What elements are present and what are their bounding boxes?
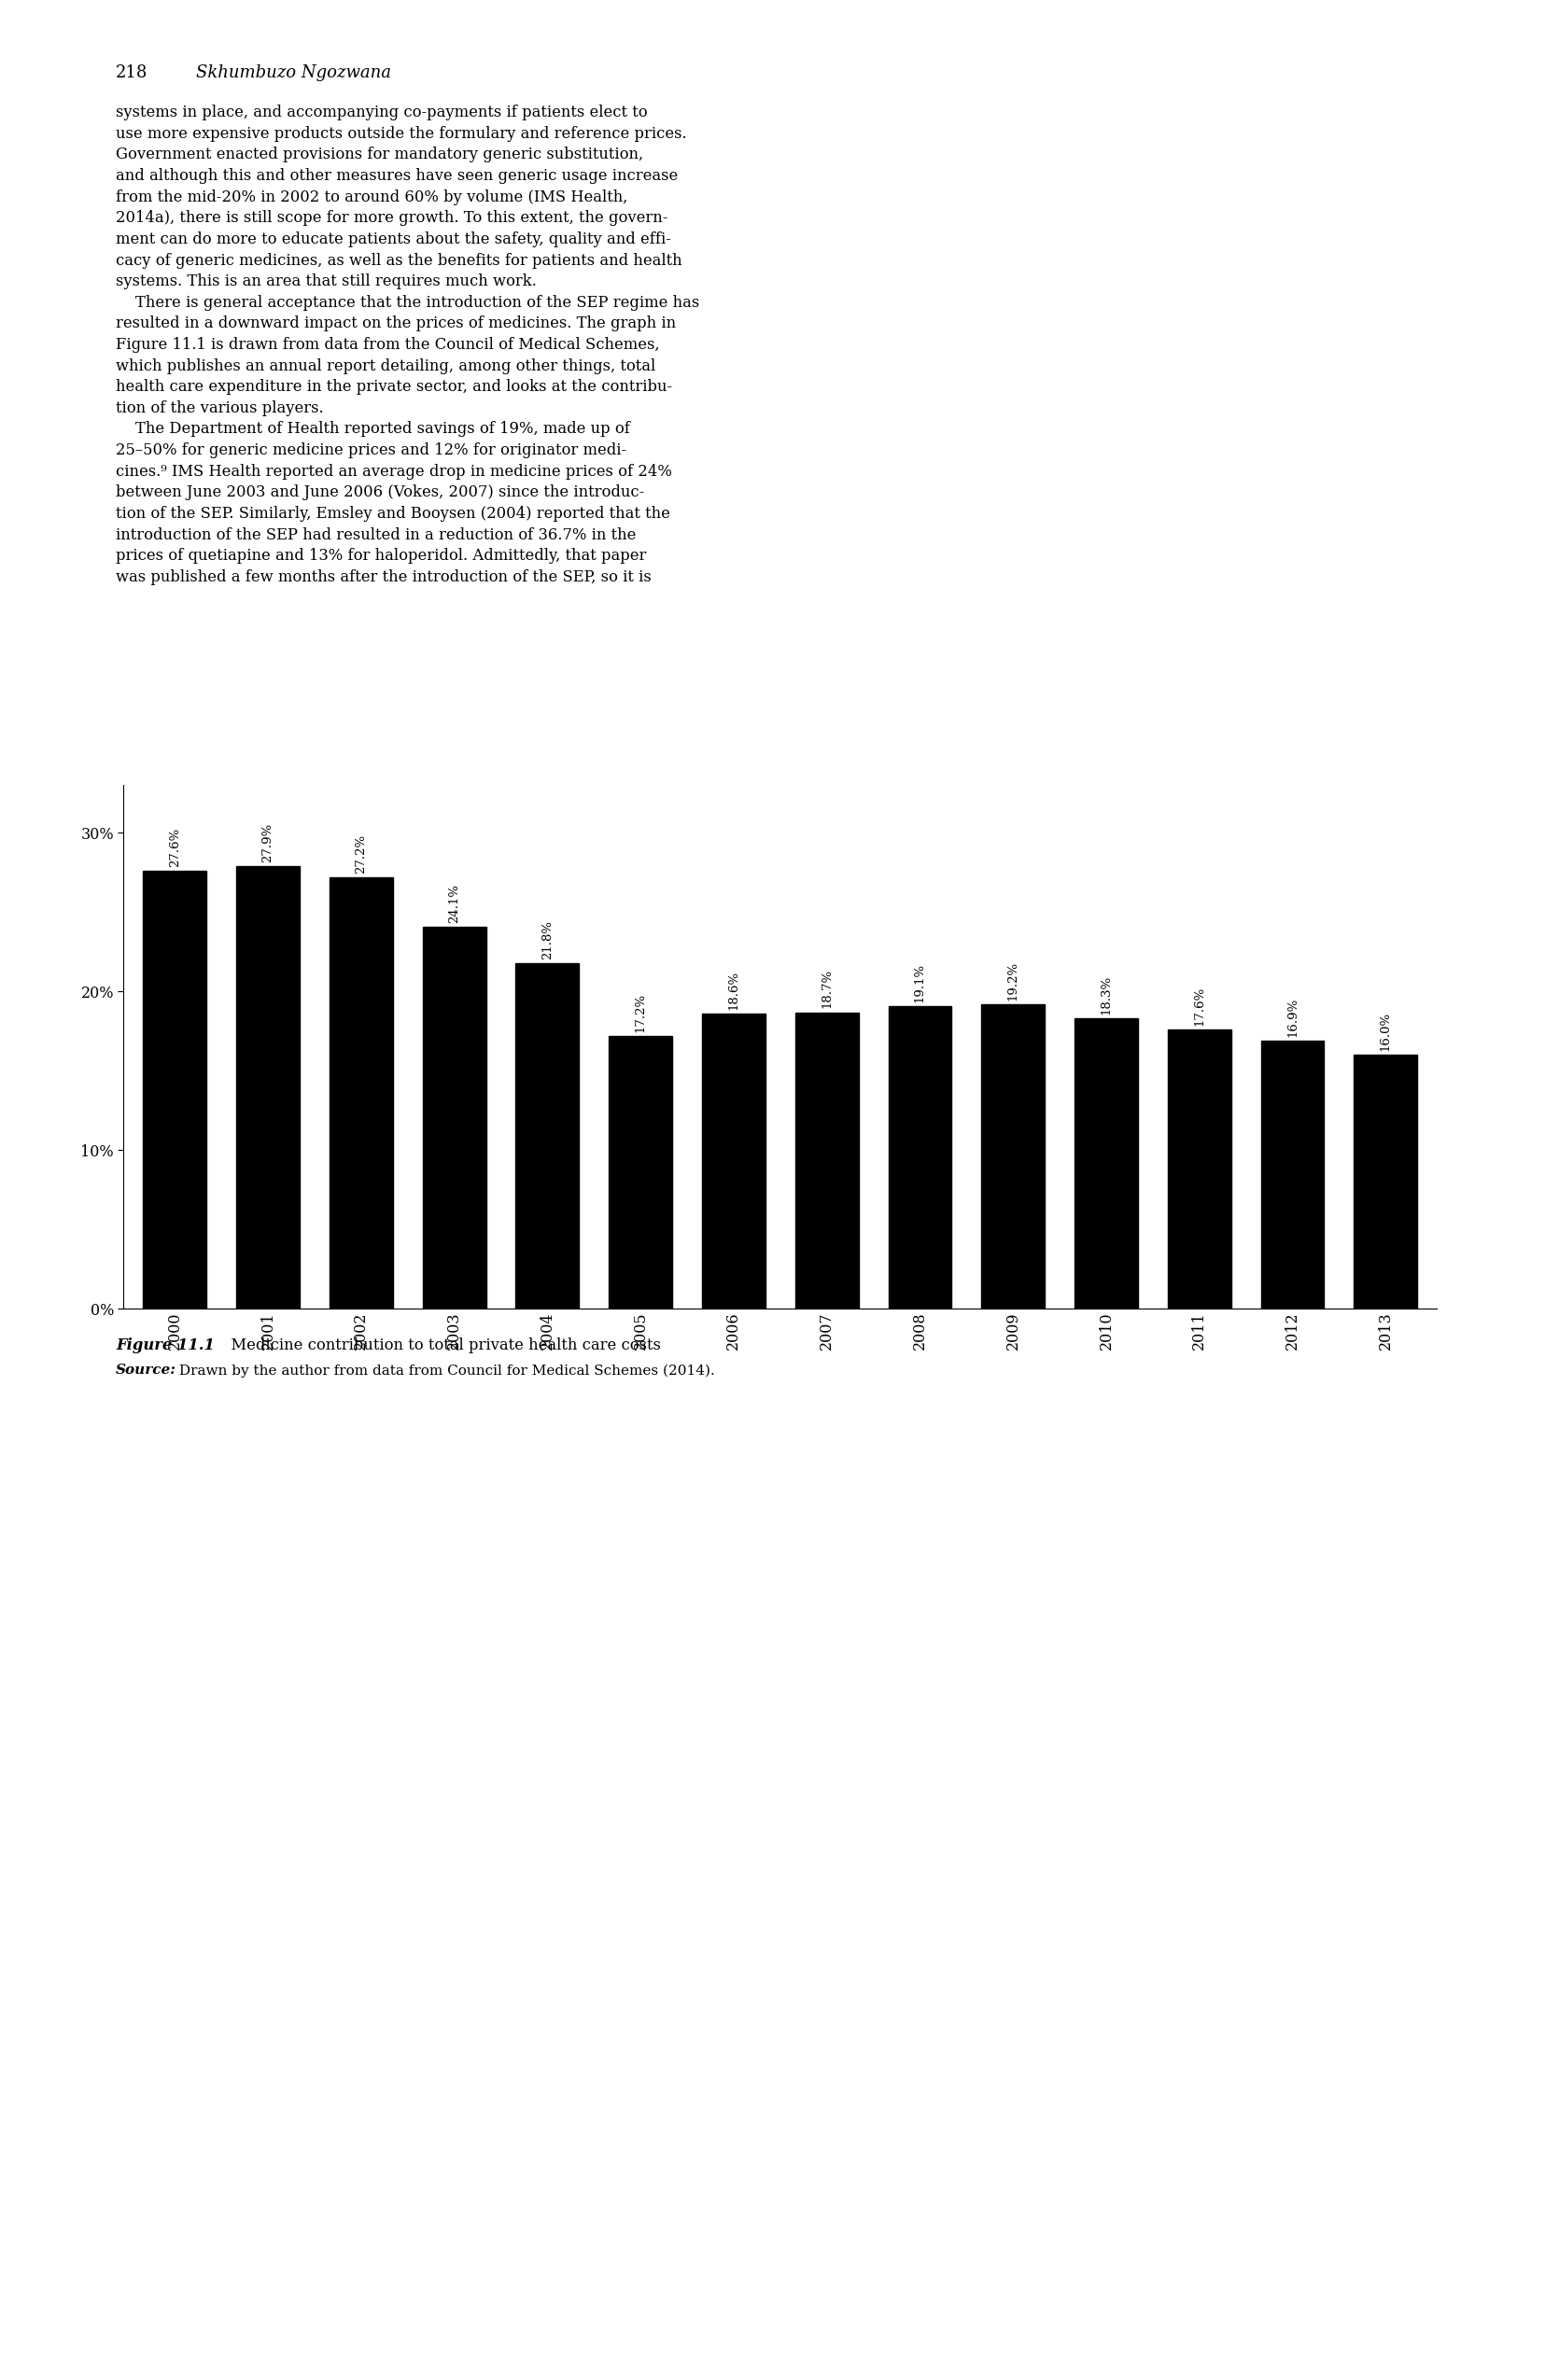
- Text: from the mid-20% in 2002 to around 60% by volume (IMS Health,: from the mid-20% in 2002 to around 60% b…: [116, 188, 627, 205]
- Text: health care expenditure in the private sector, and looks at the contribu-: health care expenditure in the private s…: [116, 378, 672, 395]
- Bar: [1261, 1040, 1324, 1309]
- Text: Medicine contribution to total private health care costs: Medicine contribution to total private h…: [221, 1338, 661, 1354]
- Text: 16.0%: 16.0%: [1380, 1012, 1392, 1052]
- Text: 17.6%: 17.6%: [1193, 985, 1205, 1026]
- Text: and although this and other measures have seen generic usage increase: and although this and other measures hav…: [116, 169, 678, 183]
- Bar: [516, 964, 579, 1309]
- Bar: [981, 1004, 1044, 1309]
- Bar: [1353, 1054, 1417, 1309]
- Text: cines.⁹ IMS Health reported an average drop in medicine prices of 24%: cines.⁹ IMS Health reported an average d…: [116, 464, 672, 478]
- Text: 27.9%: 27.9%: [263, 823, 273, 862]
- Text: use more expensive products outside the formulary and reference prices.: use more expensive products outside the …: [116, 126, 688, 143]
- Bar: [1168, 1031, 1231, 1309]
- Text: 18.6%: 18.6%: [728, 971, 740, 1009]
- Text: 21.8%: 21.8%: [541, 921, 553, 959]
- Text: 17.2%: 17.2%: [635, 992, 647, 1033]
- Text: Drawn by the author from data from Council for Medical Schemes (2014).: Drawn by the author from data from Counc…: [175, 1364, 715, 1378]
- Text: Skhumbuzo Ngozwana: Skhumbuzo Ngozwana: [196, 64, 391, 81]
- Text: prices of quetiapine and 13% for haloperidol. Admittedly, that paper: prices of quetiapine and 13% for haloper…: [116, 547, 646, 564]
- Text: 27.2%: 27.2%: [355, 833, 368, 873]
- Bar: [701, 1014, 765, 1309]
- Text: tion of the various players.: tion of the various players.: [116, 400, 324, 416]
- Text: was published a few months after the introduction of the SEP, so it is: was published a few months after the int…: [116, 569, 652, 585]
- Bar: [236, 866, 300, 1309]
- Text: 18.7%: 18.7%: [820, 969, 833, 1009]
- Bar: [1074, 1019, 1137, 1309]
- Text: systems in place, and accompanying co-payments if patients elect to: systems in place, and accompanying co-pa…: [116, 105, 647, 121]
- Text: ment can do more to educate patients about the safety, quality and effi-: ment can do more to educate patients abo…: [116, 231, 671, 248]
- Text: The Department of Health reported savings of 19%, made up of: The Department of Health reported saving…: [116, 421, 630, 438]
- Text: Source:: Source:: [116, 1364, 176, 1378]
- Text: 16.9%: 16.9%: [1287, 997, 1298, 1038]
- Text: Figure 11.1 is drawn from data from the Council of Medical Schemes,: Figure 11.1 is drawn from data from the …: [116, 338, 660, 352]
- Bar: [144, 871, 207, 1309]
- Text: Government enacted provisions for mandatory generic substitution,: Government enacted provisions for mandat…: [116, 148, 643, 162]
- Text: cacy of generic medicines, as well as the benefits for patients and health: cacy of generic medicines, as well as th…: [116, 252, 683, 269]
- Text: 18.3%: 18.3%: [1100, 976, 1112, 1014]
- Text: between June 2003 and June 2006 (Vokes, 2007) since the introduc-: between June 2003 and June 2006 (Vokes, …: [116, 486, 644, 500]
- Text: There is general acceptance that the introduction of the SEP regime has: There is general acceptance that the int…: [116, 295, 700, 309]
- Text: which publishes an annual report detailing, among other things, total: which publishes an annual report detaili…: [116, 357, 655, 374]
- Text: introduction of the SEP had resulted in a reduction of 36.7% in the: introduction of the SEP had resulted in …: [116, 526, 637, 543]
- Text: 218: 218: [116, 64, 148, 81]
- Text: tion of the SEP. Similarly, Emsley and Booysen (2004) reported that the: tion of the SEP. Similarly, Emsley and B…: [116, 507, 671, 521]
- Bar: [609, 1035, 672, 1309]
- Text: 27.6%: 27.6%: [168, 828, 181, 866]
- Bar: [329, 878, 392, 1309]
- Text: systems. This is an area that still requires much work.: systems. This is an area that still requ…: [116, 274, 536, 290]
- Bar: [423, 926, 487, 1309]
- Bar: [888, 1007, 952, 1309]
- Text: 24.1%: 24.1%: [448, 883, 460, 923]
- Text: resulted in a downward impact on the prices of medicines. The graph in: resulted in a downward impact on the pri…: [116, 317, 677, 331]
- Text: 2014a), there is still scope for more growth. To this extent, the govern-: 2014a), there is still scope for more gr…: [116, 209, 667, 226]
- Text: 25–50% for generic medicine prices and 12% for originator medi-: 25–50% for generic medicine prices and 1…: [116, 443, 627, 459]
- Text: 19.2%: 19.2%: [1007, 962, 1020, 1000]
- Text: 19.1%: 19.1%: [913, 962, 925, 1002]
- Text: Figure 11.1: Figure 11.1: [116, 1338, 215, 1354]
- Bar: [796, 1012, 859, 1309]
